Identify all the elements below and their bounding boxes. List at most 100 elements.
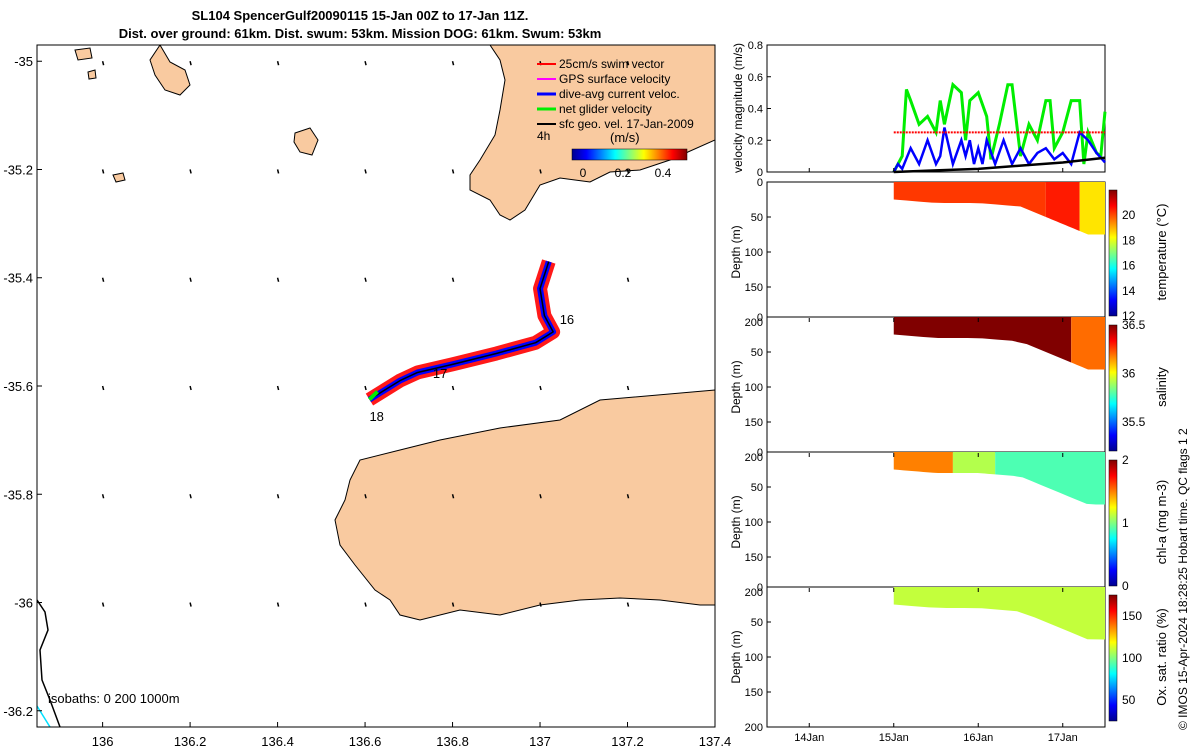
section-colorbar	[1108, 324, 1118, 452]
geo-velocity-arrow	[101, 61, 105, 66]
geo-velocity-arrow	[451, 61, 455, 66]
map-xtick-label: 136.2	[174, 734, 207, 749]
velocity-panel: 0 0.2 0.4 0.6 0.8 velocity magnitude (m/s)	[731, 40, 1107, 179]
geo-velocity-arrow	[364, 277, 367, 282]
legend-label-net: net glider velocity	[559, 102, 652, 116]
velocity-ylabel: velocity magnitude (m/s)	[731, 43, 745, 173]
geo-velocity-arrow	[276, 61, 280, 66]
section-colorbar-tick: 0	[1122, 579, 1129, 593]
section-ytick-label: 50	[751, 347, 763, 359]
section-colorbar-tick: 36.5	[1122, 318, 1146, 332]
isobath-label: isobaths: 0 200 1000m	[48, 691, 180, 706]
geo-velocity-arrow	[364, 494, 367, 499]
track-day-labels: 16 17 18	[369, 312, 574, 424]
track-day-label: 18	[369, 409, 383, 424]
section-data-fill	[1079, 182, 1105, 235]
map-xtick-label: 136.8	[436, 734, 469, 749]
section-ytick-label: 200	[745, 722, 763, 734]
section-colorbar-tick: 20	[1122, 208, 1136, 222]
land-yorke-peninsula	[469, 45, 715, 221]
section-ylabel: Depth (m)	[729, 495, 743, 548]
geo-velocity-arrow	[539, 169, 542, 174]
section-panel: 0 50 100 150 200 Depth (m) 12 14 16 18 20 temperatu…	[729, 177, 1169, 329]
geo-velocity-arrow	[364, 61, 367, 66]
land-islet-c	[87, 69, 97, 80]
map-frame	[36, 44, 716, 728]
section-data-fill	[893, 317, 1072, 363]
section-panel: 0 50 100 150 200 Depth (m) 0 1 2 chl-a (mg m-3)	[729, 447, 1169, 599]
geo-velocity-arrow	[364, 169, 367, 174]
geo-velocity-arrow	[101, 169, 105, 174]
geo-velocity-arrow	[101, 602, 105, 607]
section-ytick-label: 0	[757, 312, 763, 324]
date-tick-label: 16Jan	[963, 732, 993, 744]
geo-velocity-arrow	[189, 602, 192, 607]
section-data-fill	[1045, 182, 1080, 231]
section-data-fill	[995, 452, 1105, 505]
section-colorbar-tick: 14	[1122, 284, 1136, 298]
map-xtick-label: 136	[92, 734, 114, 749]
section-ytick-label: 200	[745, 317, 763, 329]
coastline-west	[37, 599, 61, 727]
geo-velocity-arrow	[276, 602, 280, 607]
geo-velocity-arrow	[626, 277, 630, 282]
section-ytick-label: 100	[745, 382, 763, 394]
section-colorbar-tick: 12	[1122, 309, 1136, 323]
section-colorbar-tick: 36	[1122, 366, 1136, 380]
section-ytick-label: 150	[745, 417, 763, 429]
map-ytick-label: -35.4	[3, 271, 33, 286]
section-ytick-label: 150	[745, 687, 763, 699]
title-line1: SL104 SpencerGulf20090115 15-Jan 00Z to …	[191, 8, 529, 23]
map-ytick-label: -35.8	[3, 487, 33, 502]
map-ticks: 136 136.2 136.4 136.6 136.8 137 137.2 137.4 -35 -…	[3, 54, 731, 749]
map-xtick-label: 136.4	[261, 734, 294, 749]
colorbar-tick-0: 0	[580, 166, 587, 180]
geo-velocity-arrow	[364, 385, 367, 391]
geo-velocity-arrow	[101, 494, 105, 499]
map-xtick-label: 137.4	[699, 734, 732, 749]
section-colorbar-tick: 100	[1122, 651, 1142, 665]
track-day-label: 16	[560, 312, 574, 327]
section-colorbar-label: temperature (°C)	[1154, 204, 1169, 301]
geo-velocity-arrow	[539, 385, 542, 391]
section-colorbar-label: chl-a (mg m-3)	[1154, 480, 1169, 565]
section-colorbar-tick: 50	[1122, 693, 1136, 707]
track-line	[369, 261, 554, 401]
section-colorbar-tick: 150	[1122, 609, 1142, 623]
geo-velocity-arrow	[276, 494, 280, 499]
speed-colorbar	[571, 148, 688, 161]
section-ytick-label: 150	[745, 552, 763, 564]
geo-velocity-arrow	[101, 277, 105, 282]
geo-velocity-arrow	[539, 602, 542, 607]
section-ytick-label: 50	[751, 212, 763, 224]
colorbar-tick-1: 0.2	[615, 166, 632, 180]
section-colorbar	[1108, 459, 1118, 587]
geo-velocity-arrow	[626, 169, 630, 174]
legend-label-gps: GPS surface velocity	[559, 72, 670, 86]
section-data-fill	[893, 587, 1105, 640]
legend-entry-net: net glider velocity	[537, 102, 652, 116]
land-kangaroo-island	[334, 389, 715, 621]
geo-velocity-arrow	[189, 61, 192, 66]
geo-velocity-arrow	[626, 61, 630, 66]
map-ytick-label: -36.2	[3, 704, 33, 719]
land-islet-a	[112, 172, 126, 183]
section-panel: 0 50 100 150 200 Depth (m) 50 100 150 Ox. sat. ra…	[729, 582, 1169, 734]
land-northwest-island	[149, 45, 191, 96]
map-panel: 136 136.2 136.4 136.6 136.8 137 137.2 137.4 -35 -…	[3, 44, 731, 749]
date-axis: 14Jan 15Jan 16Jan 17Jan	[794, 168, 1078, 744]
map-land	[37, 45, 715, 727]
glider-track	[365, 259, 561, 406]
section-data-fill	[952, 452, 996, 475]
geo-velocity-arrow	[276, 169, 280, 174]
section-ylabel: Depth (m)	[729, 225, 743, 278]
geo-velocity-arrow	[539, 494, 542, 499]
section-colorbar-tick: 18	[1122, 233, 1136, 247]
section-data-fill	[893, 452, 953, 473]
velocity-axes	[766, 44, 1106, 173]
section-ylabel: Depth (m)	[729, 360, 743, 413]
section-data-fill	[893, 182, 1046, 217]
section-ytick-label: 50	[751, 617, 763, 629]
geo-velocity-arrow	[189, 385, 192, 391]
